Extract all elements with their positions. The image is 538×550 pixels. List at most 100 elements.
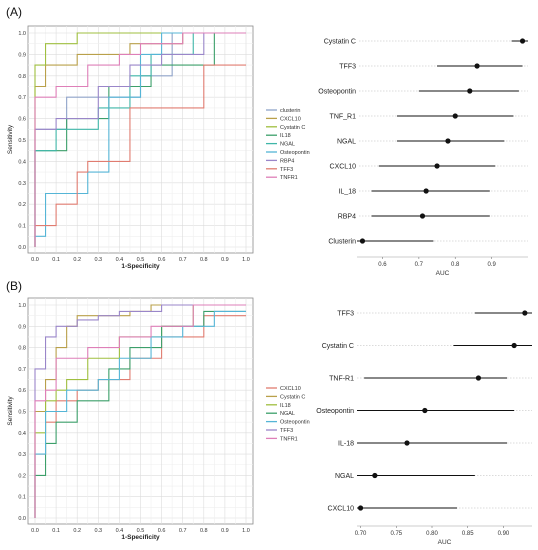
x-tick-label: 0.2 [73,528,81,534]
roc-curve-tnfr1 [34,32,246,247]
auc-point [372,472,378,479]
roc-curve-rbp4 [34,32,246,247]
x-axis-label: AUC [438,539,452,546]
x-axis-label: 1-Specificity [121,263,160,270]
category-label: TNF_R1 [330,114,357,121]
category-label: NGAL [337,139,356,146]
x-tick-label: 0.7 [415,262,424,268]
x-tick-label: 0.0 [31,528,39,534]
category-label: Cystatin C [322,343,354,350]
auc-chart-(A): Cystatin C TFF3 Osteopontin TNF_R1 NGAL CXCL1… [318,38,528,277]
x-tick-label: 0.7 [179,528,187,534]
y-tick-label: 0.2 [18,202,26,208]
auc-point [452,113,458,119]
x-tick-label: 0.4 [116,528,124,534]
legend-label: TNFR1 [280,175,298,181]
roc-chart-(A): 0.0 0.1 0.2 0.3 0.4 0.5 0.6 0.7 0.8 0.9 1.0 0.0 0.1 0… [7,25,310,270]
auc-point [475,375,482,381]
category-label: Clusterin [328,239,356,246]
auc-point [357,505,364,511]
panel-label: (A) [6,5,22,19]
category-label: Osteopontin [316,408,354,415]
category-label: Cystatin C [324,39,356,46]
legend: clusterin CXCL10 Cystatin C IL18 NGAL Osteopo… [266,108,310,181]
auc-point [434,163,440,169]
auc-point [359,238,366,244]
x-tick-label: 0.1 [52,528,60,534]
y-tick-label: 0.9 [18,52,26,58]
auc-point [422,407,428,414]
legend-label: CXCL10 [280,116,301,122]
x-tick-label: 0.6 [378,262,387,268]
category-label: TNF-R1 [329,376,354,383]
legend-label: IL18 [280,403,291,409]
y-tick-label: 1.0 [18,31,26,37]
category-label: Osteopontin [318,89,356,96]
x-tick-label: 0.3 [94,257,102,263]
category-label: TFF3 [337,311,354,318]
roc-curve-tnfr1 [34,304,246,518]
auc-point [511,342,517,349]
y-tick-label: 0.0 [18,516,26,522]
y-tick-label: 0.5 [18,410,26,416]
legend-label: Cystatin C [280,125,305,131]
auc-point [419,213,426,219]
auc-point [404,440,410,446]
category-label: CXCL10 [328,506,355,513]
category-label: IL-18 [338,441,354,448]
x-tick-label: 0.90 [498,531,510,537]
y-tick-label: 0.6 [18,117,26,123]
x-tick-label: 0.80 [426,531,438,537]
x-tick-label: 0.5 [137,528,145,534]
legend-label: Osteopontin [280,420,310,426]
auc-point [423,188,429,194]
panel-label: (B) [6,279,22,293]
x-tick-label: 0.1 [52,257,60,263]
y-tick-label: 1.0 [18,303,26,309]
legend-label: TFF3 [280,428,293,434]
auc-point [519,38,526,44]
y-tick-label: 0.5 [18,138,26,144]
y-tick-label: 0.1 [18,495,26,501]
y-tick-label: 0.7 [18,95,26,101]
legend-label: NGAL [280,411,295,417]
y-tick-label: 0.6 [18,388,26,394]
y-axis-label: Sensitivity [7,396,14,426]
x-tick-label: 0.7 [179,257,187,263]
x-tick-label: 0.2 [73,257,81,263]
y-tick-label: 0.1 [18,224,26,230]
y-tick-label: 0.4 [18,431,26,437]
legend-label: TFF3 [280,167,293,173]
x-tick-label: 0.6 [158,257,166,263]
y-tick-label: 0.8 [18,346,26,352]
legend-label: Cystatin C [280,394,305,400]
y-tick-label: 0.2 [18,473,26,479]
legend-label: IL18 [280,133,291,139]
roc-curve-tff3 [34,304,246,518]
legend-label: clusterin [280,108,300,114]
y-tick-label: 0.4 [18,159,26,165]
x-tick-label: 0.3 [94,528,102,534]
auc-chart-(B): TFF3 Cystatin C TNF-R1 Osteopontin IL-18 NGAL… [316,310,532,546]
roc-chart-(B): 0.0 0.1 0.2 0.3 0.4 0.5 0.6 0.7 0.8 0.9 1.0 0.0 0.1 0… [7,297,310,541]
x-tick-label: 1.0 [242,528,250,534]
x-tick-label: 0.8 [200,528,208,534]
x-tick-label: 0.9 [221,257,229,263]
y-tick-label: 0.3 [18,181,26,187]
y-tick-label: 0.8 [18,74,26,80]
legend-label: Osteopontin [280,150,310,156]
legend-label: NGAL [280,142,295,148]
x-axis-label: 1-Specificity [121,534,160,541]
auc-point [474,63,480,69]
y-axis-label: Sensitivity [7,124,14,154]
legend-label: CXCL10 [280,386,301,392]
legend: CXCL10 Cystatin C IL18 NGAL Osteopontin TFF3 T… [266,386,310,442]
x-tick-label: 0.9 [221,528,229,534]
x-tick-label: 0.9 [487,262,496,268]
legend-label: TNFR1 [280,436,298,442]
legend-label: RBP4 [280,158,294,164]
x-tick-label: 0.70 [355,531,367,537]
roc-curve-tff3 [34,64,246,247]
roc-curve-cystatin-c [34,32,246,247]
auc-point [467,88,473,94]
